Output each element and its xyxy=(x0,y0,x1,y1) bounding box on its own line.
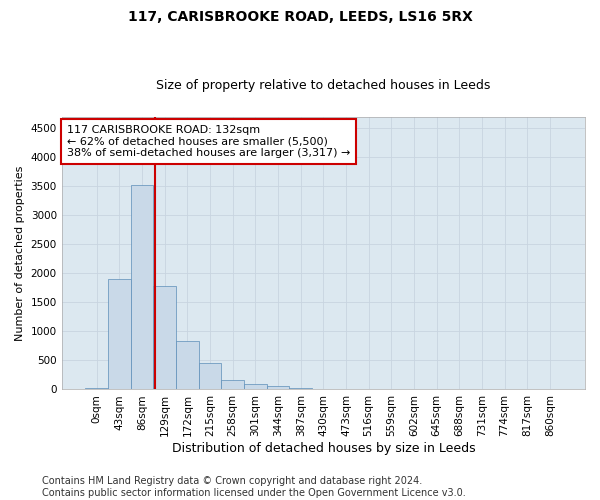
X-axis label: Distribution of detached houses by size in Leeds: Distribution of detached houses by size … xyxy=(172,442,475,455)
Bar xyxy=(131,185,154,390)
Text: 117 CARISBROOKE ROAD: 132sqm
← 62% of detached houses are smaller (5,500)
38% of: 117 CARISBROOKE ROAD: 132sqm ← 62% of de… xyxy=(67,125,350,158)
Bar xyxy=(199,364,221,390)
Bar xyxy=(244,384,266,390)
Title: Size of property relative to detached houses in Leeds: Size of property relative to detached ho… xyxy=(156,79,491,92)
Bar xyxy=(289,388,312,390)
Bar xyxy=(154,286,176,390)
Bar xyxy=(85,388,108,390)
Bar xyxy=(176,342,199,390)
Text: 117, CARISBROOKE ROAD, LEEDS, LS16 5RX: 117, CARISBROOKE ROAD, LEEDS, LS16 5RX xyxy=(128,10,472,24)
Text: Contains HM Land Registry data © Crown copyright and database right 2024.
Contai: Contains HM Land Registry data © Crown c… xyxy=(42,476,466,498)
Bar xyxy=(312,388,335,390)
Bar xyxy=(108,279,131,390)
Bar xyxy=(266,386,289,390)
Y-axis label: Number of detached properties: Number of detached properties xyxy=(15,166,25,341)
Bar xyxy=(221,380,244,390)
